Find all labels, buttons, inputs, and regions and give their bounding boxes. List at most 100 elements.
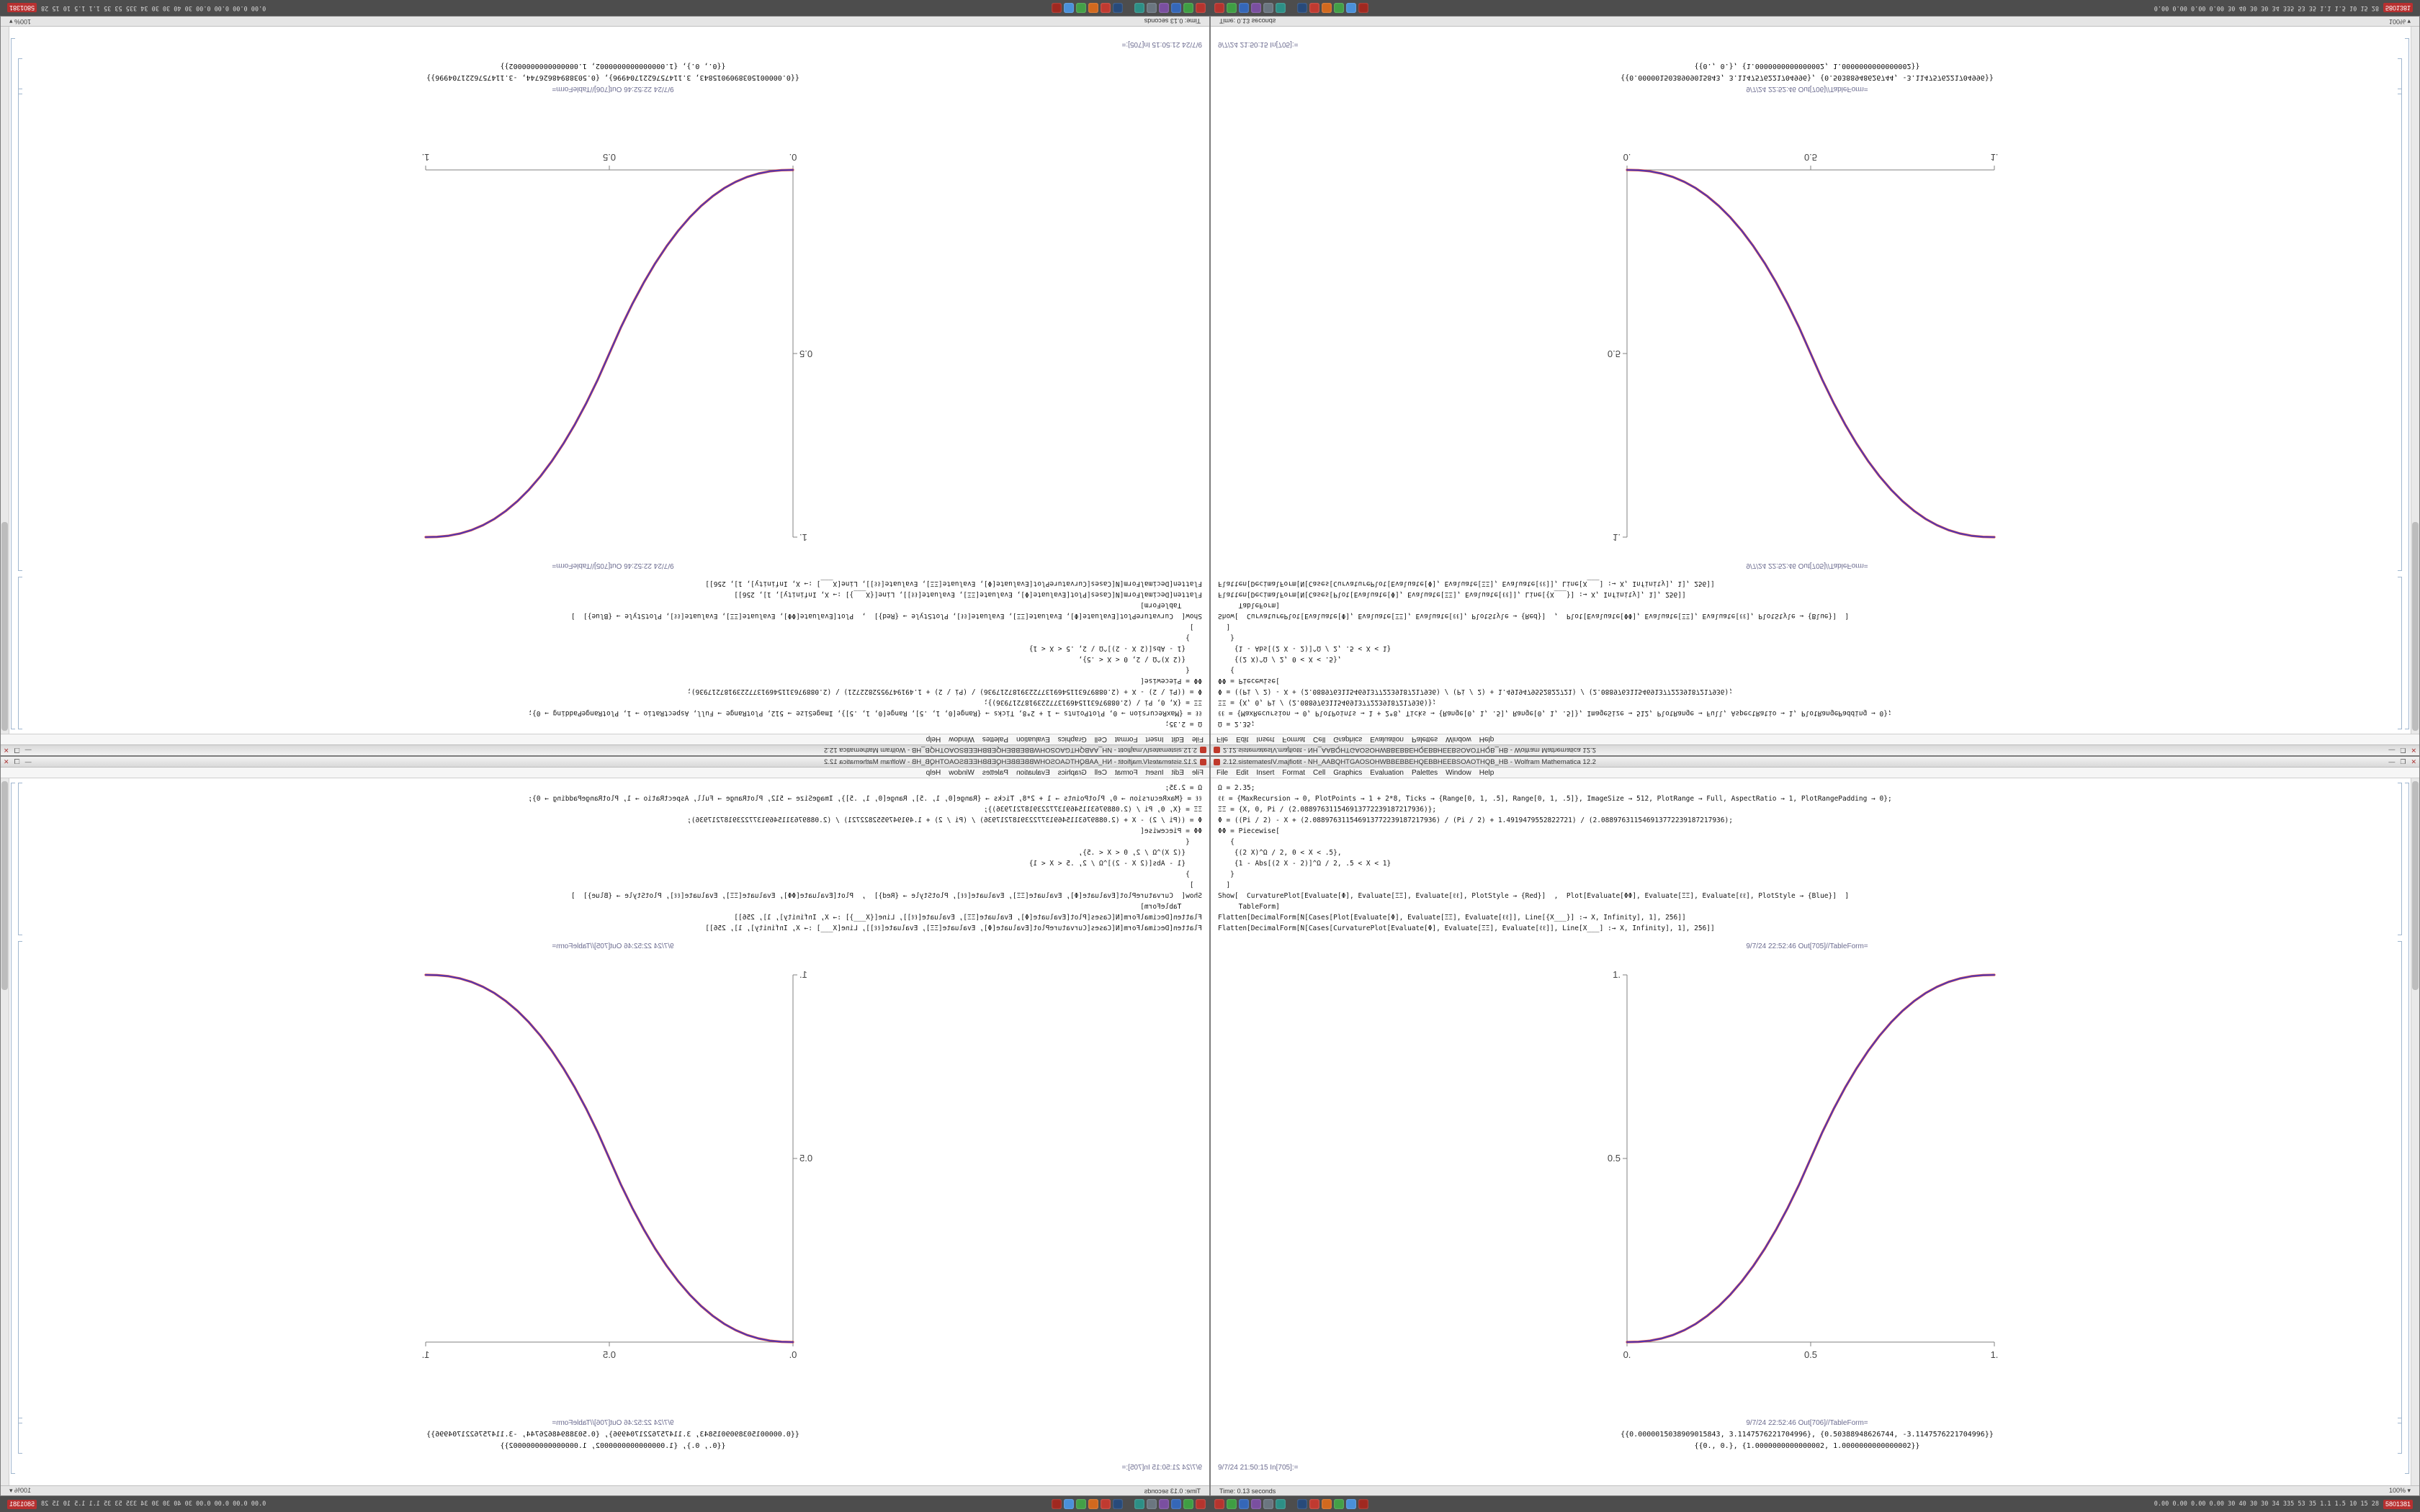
maximize-button[interactable]: ❐ [14,758,20,765]
cell-bracket[interactable] [2398,577,2402,729]
code-line[interactable]: ΞΞ = {X, 0, Pi / (2.08897631154691377223… [1218,806,1437,814]
pdf-viewer-icon[interactable] [1322,1499,1332,1509]
code-line[interactable]: ΦΦ = Piecewise[ [1218,677,1280,685]
web-browser-icon[interactable] [1171,3,1181,13]
menu-item[interactable]: Insert [1145,735,1164,744]
menu-item[interactable]: Cell [1313,768,1326,777]
input-cell[interactable]: Ω = 2.35; ℓℓ = {MaxRecursion → 0, PlotPoi… [1218,783,2389,934]
minimize-button[interactable]: — [24,747,32,754]
code-line[interactable]: ℓℓ = {MaxRecursion → 0, PlotPoints → 1 +… [1218,709,1892,717]
menu-item[interactable]: File [1191,735,1204,744]
file-manager-icon[interactable] [1214,1499,1224,1509]
menu-item[interactable]: Graphics [1333,735,1363,744]
settings-icon[interactable] [1346,3,1356,13]
minimize-button[interactable]: — [2388,747,2396,754]
cell-bracket[interactable] [2398,783,2402,935]
cell-bracket[interactable] [11,783,15,1474]
code-line[interactable]: ℓℓ = {MaxRecursion → 0, PlotPoints → 1 +… [1218,795,1892,803]
menu-item[interactable]: Window [1446,768,1471,777]
code-line[interactable]: Show[ CurvaturePlot[Evaluate[Φ], Evaluat… [1218,612,1850,620]
menu-item[interactable]: Cell [1313,735,1326,744]
menu-item[interactable]: Window [1446,735,1471,744]
code-line[interactable]: {1 - Abs[(2 X - 2)]^Ω / 2, .5 < X < 1} [1218,644,1392,652]
cell-bracket[interactable] [18,58,22,94]
scrollbar-thumb[interactable] [1,781,8,990]
menu-item[interactable]: Cell [1094,735,1107,744]
maximize-button[interactable]: ❐ [14,747,20,754]
terminal-icon[interactable] [1147,3,1157,13]
code-line[interactable]: ΦΦ = Piecewise[ [1140,677,1202,685]
cell-bracket[interactable] [2398,1418,2402,1454]
input-cell[interactable]: Ω = 2.35; ℓℓ = {MaxRecursion → 0, PlotPoi… [31,783,1202,934]
title-bar[interactable]: 2.12.sistemateslV.majfiotit - NH_AABQHTG… [1211,744,2419,755]
code-line[interactable]: Show[ CurvaturePlot[Evaluate[Φ], Evaluat… [1218,892,1850,900]
code-line[interactable]: Φ = ((Pi / 2) - X + (2.08897631154691377… [1218,816,1733,824]
media-player-icon[interactable] [1134,3,1144,13]
scrollbar[interactable] [2411,27,2419,734]
mail-icon[interactable] [1113,1499,1123,1509]
pdf-viewer-icon[interactable] [1322,3,1332,13]
menu-item[interactable]: Evaluation [1016,735,1050,744]
maximize-button[interactable]: ❐ [2400,747,2406,754]
code-line[interactable]: ] [1189,881,1202,889]
terminal-icon[interactable] [1147,1499,1157,1509]
code-line[interactable]: Flatten[DecimalForm[N[Cases[Plot[Evaluat… [1218,590,1686,598]
cell-bracket[interactable] [2405,783,2409,1474]
text-editor-icon[interactable] [1183,3,1193,13]
web-browser-icon[interactable] [1171,1499,1181,1509]
text-editor-icon[interactable] [1227,1499,1237,1509]
code-line[interactable]: ΞΞ = {X, 0, Pi / (2.08897631154691377223… [983,698,1202,706]
menu-item[interactable]: Palettes [1412,768,1438,777]
image-viewer-icon[interactable] [1251,1499,1261,1509]
code-line[interactable]: {(2 X)^Ω / 2, 0 < X < .5}, [1218,655,1342,663]
code-line[interactable]: Ω = 2.35; [1218,720,1255,728]
web-browser-icon[interactable] [1239,1499,1249,1509]
close-button[interactable]: ✕ [4,747,9,754]
settings-icon[interactable] [1346,1499,1356,1509]
code-line[interactable]: Show[ CurvaturePlot[Evaluate[Φ], Evaluat… [570,892,1202,900]
web-browser-icon[interactable] [1239,3,1249,13]
input-cell[interactable]: Ω = 2.35; ℓℓ = {MaxRecursion → 0, PlotPoi… [1218,578,2389,729]
code-line[interactable]: Flatten[DecimalForm[N[Cases[CurvaturePlo… [705,924,1202,932]
code-line[interactable]: Ω = 2.35; [1218,784,1255,792]
spreadsheet-icon[interactable] [1076,1499,1086,1509]
cell-bracket[interactable] [2405,38,2409,729]
mail-icon[interactable] [1297,1499,1307,1509]
code-line[interactable]: { [1218,838,1234,846]
cell-bracket[interactable] [18,783,22,935]
file-manager-icon[interactable] [1196,3,1206,13]
code-line[interactable]: ] [1218,881,1231,889]
menu-item[interactable]: Window [949,768,974,777]
close-button[interactable]: ✕ [2411,747,2416,754]
scrollbar-thumb[interactable] [2412,522,2419,731]
cell-bracket[interactable] [18,89,22,571]
menu-item[interactable]: Help [1479,735,1494,744]
image-viewer-icon[interactable] [1159,3,1169,13]
code-line[interactable]: TableForm] [1140,601,1202,609]
code-line[interactable]: } [1186,634,1202,642]
scrollbar[interactable] [2411,778,2419,1485]
code-line[interactable]: Φ = ((Pi / 2) - X + (2.08897631154691377… [1218,688,1733,696]
settings-icon[interactable] [1064,1499,1074,1509]
cell-bracket[interactable] [18,577,22,729]
cell-bracket[interactable] [18,941,22,1423]
mathematica-icon[interactable] [1309,3,1319,13]
system-monitor-icon[interactable] [1358,1499,1368,1509]
mail-icon[interactable] [1113,3,1123,13]
media-player-icon[interactable] [1134,1499,1144,1509]
menu-item[interactable]: Evaluation [1016,768,1050,777]
menu-item[interactable]: Palettes [982,735,1008,744]
terminal-icon[interactable] [1263,3,1273,13]
code-line[interactable]: TableForm] [1218,601,1280,609]
menu-item[interactable]: Graphics [1057,768,1087,777]
maximize-button[interactable]: ❐ [2400,758,2406,765]
code-line[interactable]: ℓℓ = {MaxRecursion → 0, PlotPoints → 1 +… [528,795,1202,803]
cell-bracket[interactable] [2398,58,2402,94]
menu-item[interactable]: Insert [1256,735,1275,744]
mathematica-icon[interactable] [1101,1499,1111,1509]
code-line[interactable]: ] [1189,623,1202,631]
menu-item[interactable]: File [1216,735,1229,744]
system-monitor-icon[interactable] [1052,3,1062,13]
code-line[interactable]: ] [1218,623,1231,631]
code-line[interactable]: Φ = ((Pi / 2) - X + (2.08897631154691377… [687,816,1202,824]
